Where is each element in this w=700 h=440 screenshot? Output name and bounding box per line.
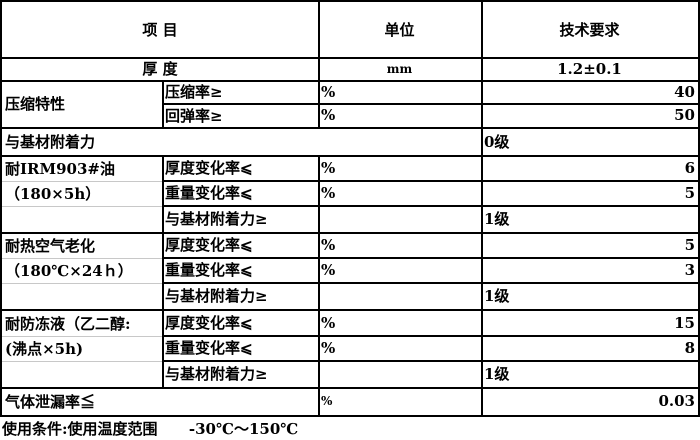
property-name: 与基材附着力≥: [162, 360, 320, 389]
group-label-blank: [0, 205, 164, 234]
adhesion-label: 与基材附着力: [0, 127, 483, 157]
unit-cell: %: [318, 232, 483, 259]
value-cell: 1级: [481, 205, 700, 234]
property-name: 重量变化率⩽: [162, 180, 320, 207]
property-name: 厚度变化率⩽: [162, 155, 320, 182]
group-label-blank: [0, 360, 164, 389]
group-label-blank: [0, 282, 164, 311]
property-name: 与基材附着力≥: [162, 205, 320, 234]
thickness-label: 厚 度: [0, 57, 320, 82]
value-cell: 5: [481, 180, 700, 207]
property-name: 与基材附着力≥: [162, 282, 320, 311]
value-cell: 50: [481, 103, 700, 129]
adhesion-value: 0级: [481, 127, 700, 157]
value-cell: 5: [481, 232, 700, 259]
property-name: 厚度变化率⩽: [162, 232, 320, 259]
thickness-unit: mm: [318, 57, 483, 82]
group-label: 耐IRM903#油: [0, 155, 164, 182]
value-cell: 3: [481, 257, 700, 284]
value-cell: 40: [481, 80, 700, 105]
property-name: 压缩率≥: [162, 80, 320, 105]
unit-cell: [318, 205, 483, 234]
property-name: 重量变化率⩽: [162, 335, 320, 362]
compression-label: 压缩特性: [0, 80, 164, 129]
unit-cell: %: [318, 257, 483, 284]
header-item: 项 目: [0, 0, 320, 59]
gas-label: 气体泄漏率≦: [0, 387, 320, 417]
value-cell: 15: [481, 310, 700, 337]
unit-cell: %: [318, 180, 483, 207]
header-unit: 单位: [318, 0, 483, 59]
property-name: 厚度变化率⩽: [162, 310, 320, 337]
gas-unit: %: [318, 387, 483, 417]
unit-cell: %: [318, 335, 483, 362]
unit-cell: [318, 360, 483, 389]
group-label-sub: （180×5h）: [0, 180, 164, 207]
value-cell: 1级: [481, 360, 700, 389]
group-label: 耐防冻液（乙二醇:: [0, 310, 164, 337]
header-requirement: 技术要求: [481, 0, 700, 59]
unit-cell: %: [318, 310, 483, 337]
value-cell: 1级: [481, 282, 700, 311]
thickness-value: 1.2±0.1: [481, 57, 700, 82]
value-cell: 8: [481, 335, 700, 362]
gas-value: 0.03: [481, 387, 700, 417]
usage-conditions: 使用条件:使用温度范围 -30℃～150℃: [2, 420, 299, 438]
unit-cell: %: [318, 103, 483, 129]
group-label: 耐热空气老化: [0, 232, 164, 259]
group-label-sub: （180℃×24ｈ）: [0, 257, 164, 284]
unit-cell: %: [318, 80, 483, 105]
unit-cell: [318, 282, 483, 311]
property-name: 重量变化率⩽: [162, 257, 320, 284]
group-label-sub: (沸点×5h): [0, 335, 164, 362]
unit-cell: %: [318, 155, 483, 182]
property-name: 回弹率≥: [162, 103, 320, 129]
value-cell: 6: [481, 155, 700, 182]
